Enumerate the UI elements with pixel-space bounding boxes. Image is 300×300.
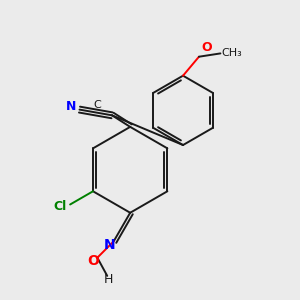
Text: CH₃: CH₃ [222, 48, 242, 59]
Text: O: O [87, 254, 99, 268]
Text: H: H [104, 273, 114, 286]
Text: Cl: Cl [54, 200, 67, 213]
Text: N: N [104, 238, 116, 252]
Text: N: N [66, 100, 76, 113]
Text: C: C [94, 100, 101, 110]
Text: O: O [202, 41, 212, 54]
